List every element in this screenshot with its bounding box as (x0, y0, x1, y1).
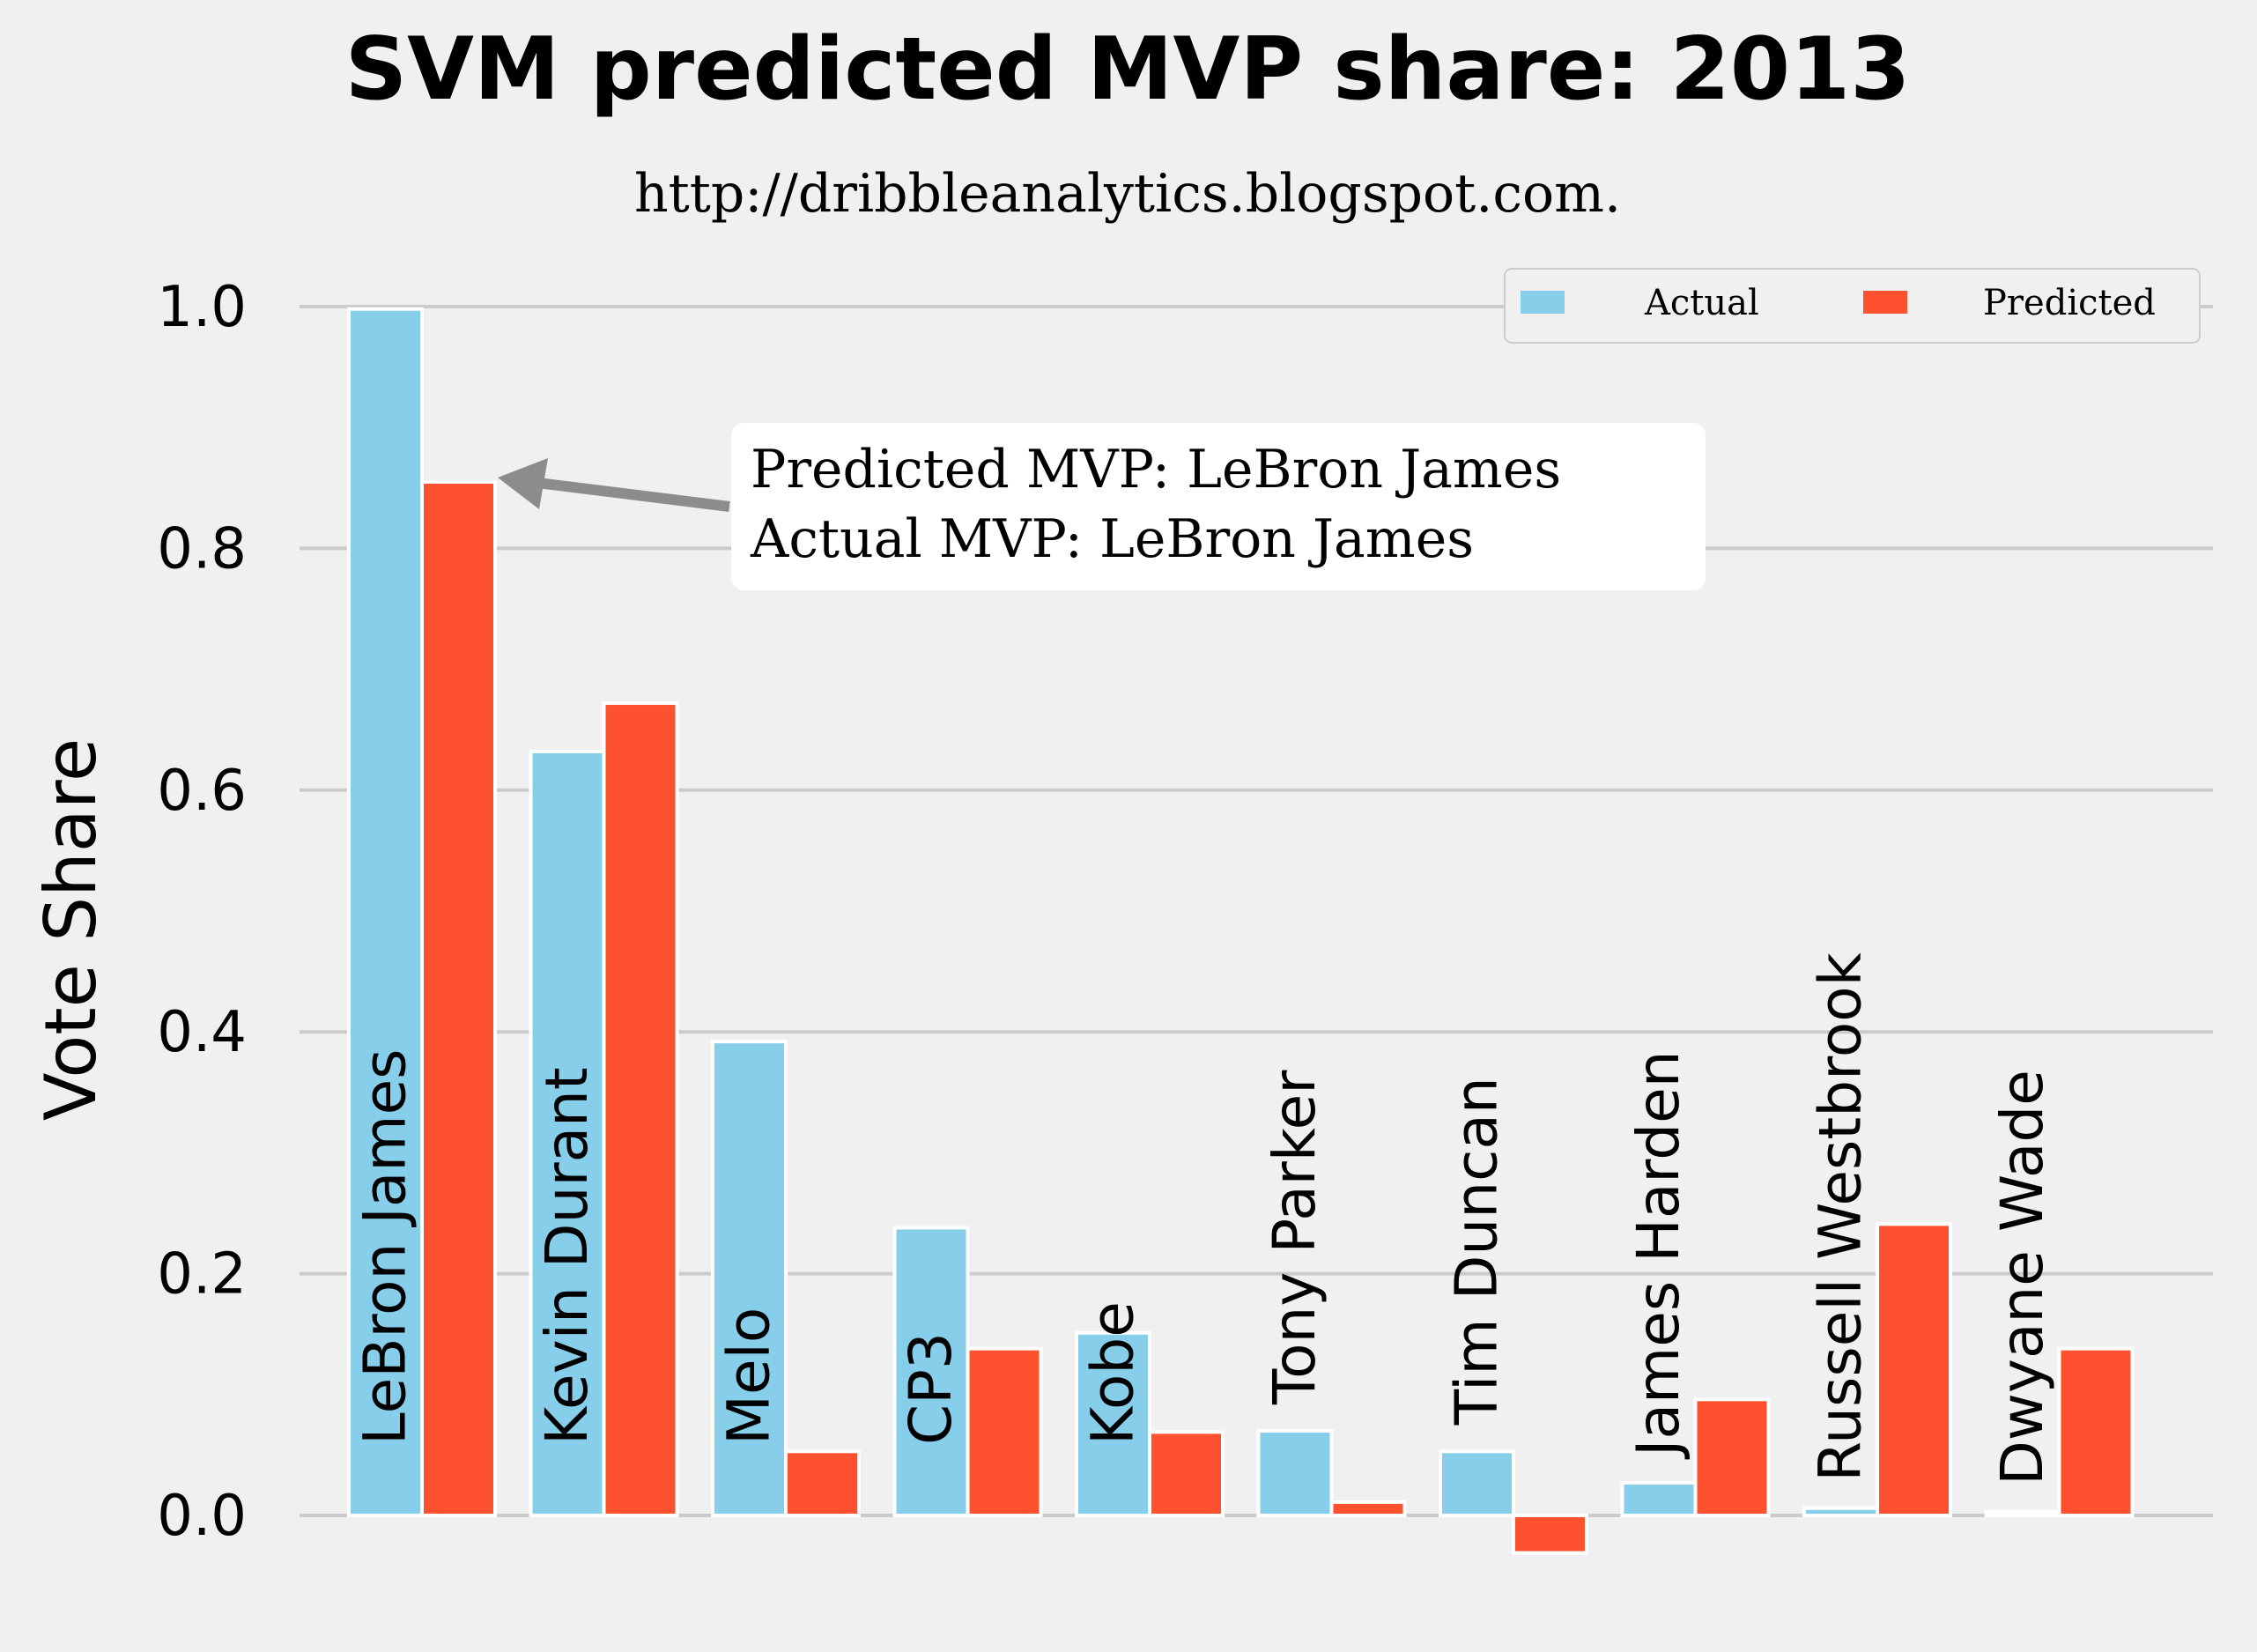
legend: Actual Predicted (1504, 268, 2201, 344)
category-label: Kobe (1079, 1301, 1147, 1445)
bar-actual-tony-parker (1256, 1428, 1334, 1517)
category-label: James Harden (1624, 1050, 1692, 1460)
category-labels: LeBron James Kevin Durant Melo CP3 Kobe Tony … (352, 952, 2057, 1485)
annotation-arrow-head (498, 458, 548, 509)
legend-swatch-predicted (1863, 291, 1907, 314)
category-label: Tony Parker (1261, 1070, 1328, 1405)
category-label: Russell Westbrook (1807, 952, 1875, 1481)
bar-actual-tim-duncan (1439, 1449, 1515, 1518)
bar-predicted-dwyane-wade (2057, 1346, 2135, 1517)
category-label: Kevin Durant (533, 1067, 601, 1445)
annotation-arrow-line (536, 478, 730, 512)
category-label: LeBron James (352, 1048, 419, 1445)
y-tick-label: 0.4 (157, 1000, 247, 1065)
bar-predicted-melo (784, 1449, 861, 1518)
legend-swatch-actual (1521, 291, 1565, 314)
bar-predicted-cp3 (966, 1346, 1043, 1517)
y-tick-labels: 1.0 0.8 0.6 0.4 0.2 0.0 (157, 275, 247, 1549)
bar-predicted-russell-westbrook (1876, 1222, 1952, 1518)
bar-actual-cp3 (892, 1226, 970, 1517)
y-tick-label: 1.0 (157, 275, 247, 340)
bar-actual-james-harden (1620, 1480, 1698, 1518)
chart-title: SVM predicted MVP share: 2013 (345, 19, 1911, 120)
bar-actual-russell-westbrook (1802, 1506, 1879, 1517)
legend-label-actual: Actual (1644, 283, 1759, 323)
bar-predicted-tim-duncan (1512, 1514, 1588, 1555)
annotation-line-2: Actual MVP: LeBron James (750, 508, 1474, 570)
legend-label-predicted: Predicted (1983, 283, 2156, 323)
y-tick-label: 0.6 (157, 759, 247, 824)
y-axis-label: Vote Share (30, 738, 112, 1121)
category-label: Tim Duncan (1443, 1077, 1511, 1426)
annotation-box (731, 423, 1706, 590)
bar-predicted-kevin-durant (602, 701, 679, 1517)
category-label: Melo (715, 1308, 783, 1445)
y-tick-label: 0.2 (157, 1242, 247, 1308)
annotation-line-1: Predicted MVP: LeBron James (751, 439, 1561, 500)
category-label: Dwyane Wade (1988, 1070, 2056, 1485)
bar-predicted-tony-parker (1329, 1500, 1407, 1517)
category-label: CP3 (897, 1332, 965, 1445)
bars (347, 307, 2135, 1555)
bar-actual-kobe (1075, 1330, 1151, 1517)
bar-predicted-james-harden (1693, 1397, 1771, 1517)
bar-predicted-kobe (1148, 1430, 1225, 1518)
bar-actual-kevin-durant (529, 749, 606, 1517)
legend-box (1504, 268, 2201, 344)
annotation: Predicted MVP: LeBron James Actual MVP: … (498, 423, 1706, 590)
chart-subtitle: http://dribbleanalytics.blogspot.com. (634, 163, 1621, 225)
bar-actual-dwyane-wade (1984, 1509, 2061, 1518)
y-tick-label: 0.0 (157, 1484, 247, 1549)
bar-predicted-lebron-james (420, 479, 497, 1518)
bar-actual-melo (711, 1040, 788, 1517)
y-tick-label: 0.8 (157, 516, 247, 582)
